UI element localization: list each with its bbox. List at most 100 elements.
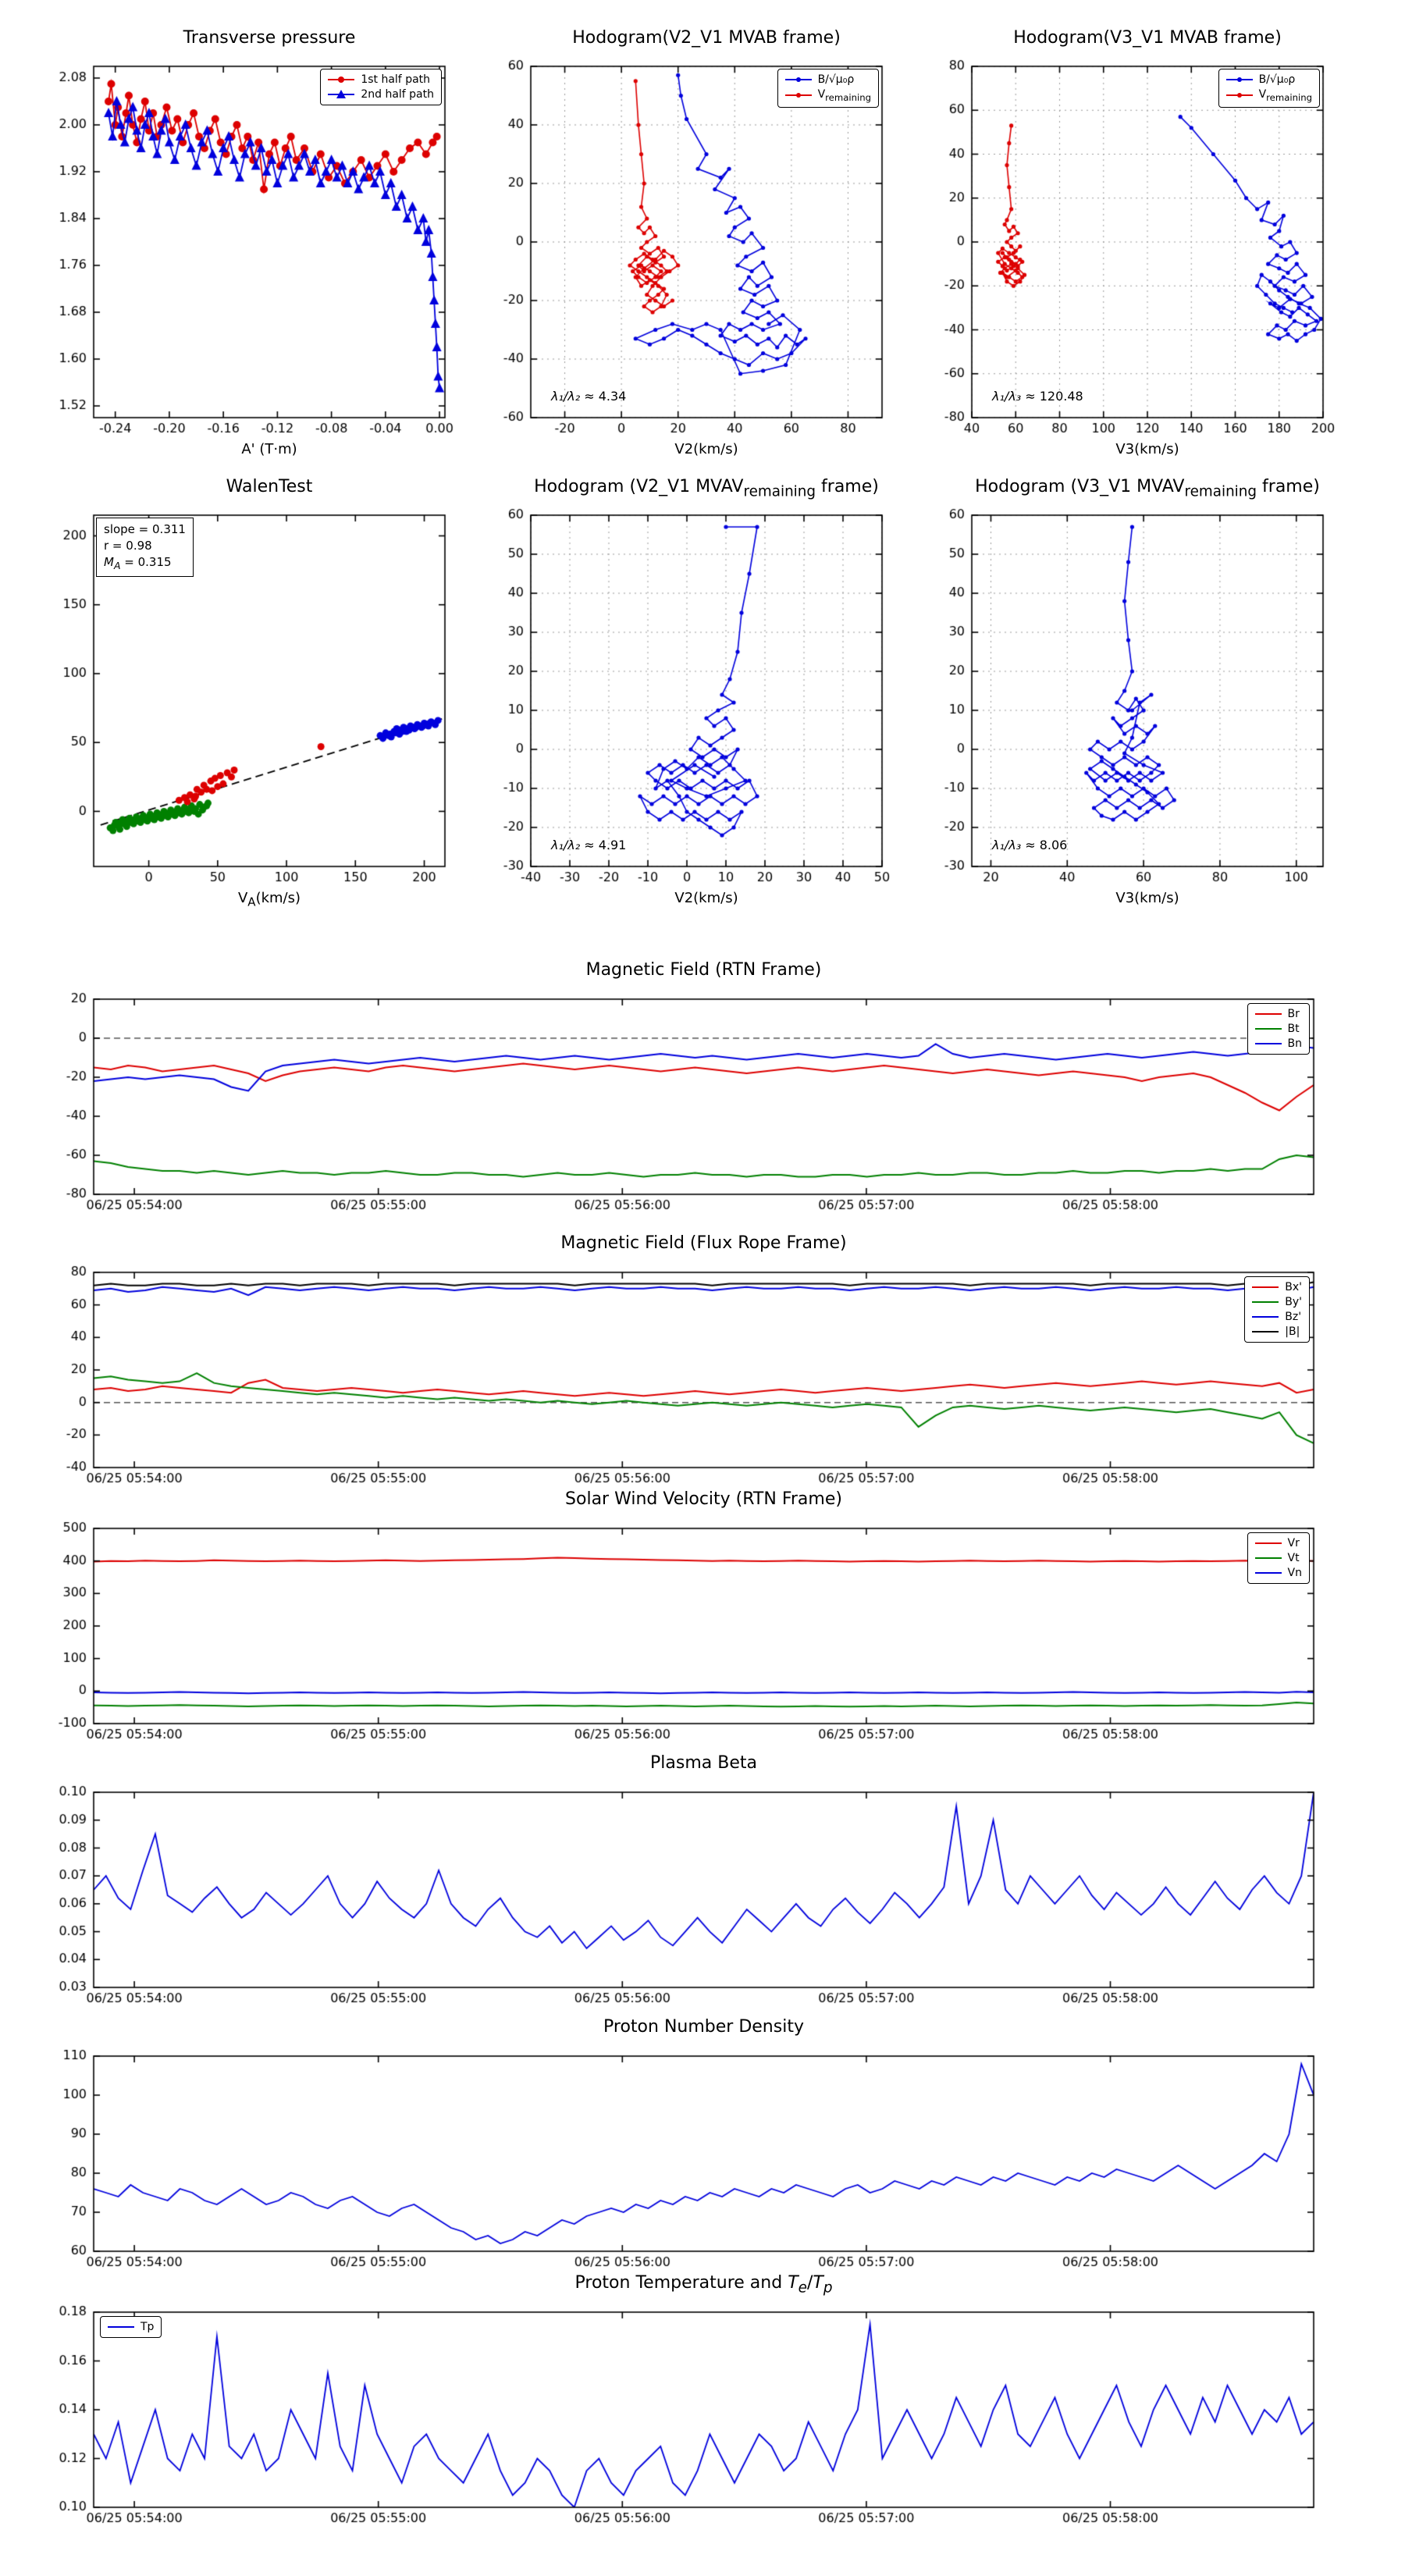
chart-title: Hodogram(V2_V1 MVAB frame) xyxy=(572,28,841,48)
legend-entry: Bz' xyxy=(1252,1311,1302,1323)
legend-label: 2nd half path xyxy=(361,88,434,101)
legend-swatch-icon xyxy=(1254,1538,1282,1549)
legend-entry: Vn xyxy=(1254,1567,1302,1579)
legend-label: Br xyxy=(1287,1008,1300,1020)
panel-hodogram-v2v1-mvav: Hodogram (V2_V1 MVAVremaining frame) V1(… xyxy=(461,472,898,921)
legend-label: Vremaining xyxy=(1258,88,1312,103)
legend-label: B/√μ₀ρ xyxy=(817,73,855,86)
panel-transverse-pressure: Transverse pressure Pt' (nPa) A' (T·m) 1… xyxy=(23,23,461,472)
legend-swatch-icon xyxy=(784,90,812,101)
chart-title: Plasma Beta xyxy=(650,1753,757,1773)
legend-swatch-icon xyxy=(1252,1326,1279,1337)
legend-swatch-icon xyxy=(1252,1297,1279,1308)
legend-entry: B/√μ₀ρ xyxy=(1225,73,1312,86)
legend-swatch-icon xyxy=(108,2322,134,2332)
chart-title: Proton Number Density xyxy=(603,2017,804,2037)
legend-entry: Br xyxy=(1254,1008,1302,1020)
x-axis-label: V2(km/s) xyxy=(674,890,738,906)
legend-label: By' xyxy=(1285,1296,1302,1308)
legend-label: Vn xyxy=(1287,1567,1302,1579)
x-axis-label: V3(km/s) xyxy=(1115,890,1179,906)
legend: Tp xyxy=(100,2316,162,2338)
plasma-beta-plot xyxy=(16,1783,1389,2025)
legend-label: Bt xyxy=(1287,1023,1300,1035)
chart-title: Hodogram (V2_V1 MVAVremaining frame) xyxy=(534,477,879,500)
walen-stats-box: slope = 0.311 r = 0.98 MA = 0.315 xyxy=(96,518,194,577)
legend-entry: Bn xyxy=(1254,1037,1302,1050)
legend-label: Vremaining xyxy=(817,88,871,103)
solar-wind-velocity-plot xyxy=(16,1519,1389,1761)
legend-label: Bn xyxy=(1287,1037,1302,1050)
legend-swatch-icon xyxy=(784,74,812,85)
panel-hodogram-v3v1-mvav: Hodogram (V3_V1 MVAVremaining frame) V1(… xyxy=(902,472,1339,921)
legend-swatch-icon xyxy=(1252,1282,1279,1293)
legend-label: B/√μ₀ρ xyxy=(1258,73,1296,86)
magnetic-field-flux-rope-plot xyxy=(16,1263,1389,1505)
legend-label: Tp xyxy=(140,2321,155,2333)
legend-entry: 2nd half path xyxy=(328,88,434,101)
magnetic-field-rtn-plot xyxy=(16,990,1389,1232)
legend-entry: By' xyxy=(1252,1296,1302,1308)
walen-test-plot xyxy=(23,500,461,921)
panel-solar-wind-velocity: Solar Wind Velocity (RTN Frame) Vsw(km/s… xyxy=(16,1488,1389,1761)
lambda-annotation: λ₁/λ₃ ≈ 8.06 xyxy=(992,838,1068,852)
legend-swatch-icon xyxy=(328,89,355,100)
legend-entry: Tp xyxy=(108,2321,154,2333)
chart-title: Transverse pressure xyxy=(183,28,356,48)
legend-swatch-icon xyxy=(1254,1553,1282,1564)
transverse-pressure-plot xyxy=(23,51,461,472)
chart-title: Magnetic Field (Flux Rope Frame) xyxy=(560,1233,847,1253)
legend: Vr Vt Vn xyxy=(1247,1532,1310,1584)
legend-entry: |B| xyxy=(1252,1325,1302,1338)
hodogram-v2v1-mvav-plot xyxy=(461,500,898,921)
panel-plasma-beta: Plasma Beta βp xyxy=(16,1752,1389,2025)
proton-density-plot xyxy=(16,2047,1389,2289)
legend-swatch-icon xyxy=(328,74,355,85)
legend-swatch-icon xyxy=(1252,1311,1279,1322)
panel-walen-test: WalenTest Vremaining(km/s) VA(km/s) slop… xyxy=(23,472,461,921)
legend-label: Vt xyxy=(1287,1552,1300,1564)
legend: B/√μ₀ρ Vremaining xyxy=(1218,69,1320,108)
legend-label: 1st half path xyxy=(361,73,431,86)
legend: Br Bt Bn xyxy=(1247,1003,1310,1055)
legend-swatch-icon xyxy=(1254,1009,1282,1019)
hodogram-v3v1-mvav-plot xyxy=(902,500,1339,921)
legend-entry: 1st half path xyxy=(328,73,434,86)
lambda-annotation: λ₁/λ₂ ≈ 4.91 xyxy=(551,838,627,852)
legend-swatch-icon xyxy=(1254,1038,1282,1049)
chart-title: WalenTest xyxy=(226,477,313,496)
legend: B/√μ₀ρ Vremaining xyxy=(777,69,879,108)
lambda-annotation: λ₁/λ₂ ≈ 4.34 xyxy=(551,389,627,404)
panel-proton-temperature: Proton Temperature and Te/Tp Tp(10⁶K) Tp xyxy=(16,2272,1389,2545)
panel-proton-density: Proton Number Density Np(#/cc) xyxy=(16,2016,1389,2289)
legend-label: Vr xyxy=(1287,1537,1300,1550)
legend-entry: Vr xyxy=(1254,1537,1302,1550)
panel-hodogram-v3v1-mvab: Hodogram(V3_V1 MVAB frame) V1(km/s) V3(k… xyxy=(902,23,1339,472)
hodogram-v3v1-mvab-plot xyxy=(902,51,1339,472)
chart-title: Magnetic Field (RTN Frame) xyxy=(585,960,822,980)
legend-label: Bx' xyxy=(1285,1281,1302,1293)
legend-swatch-icon xyxy=(1254,1023,1282,1034)
legend-label: Bz' xyxy=(1285,1311,1302,1323)
proton-temperature-plot xyxy=(16,2303,1389,2545)
legend-label: |B| xyxy=(1285,1325,1300,1338)
chart-title: Hodogram (V3_V1 MVAVremaining frame) xyxy=(975,477,1320,500)
legend-entry: Vremaining xyxy=(1225,88,1312,103)
legend-entry: Bx' xyxy=(1252,1281,1302,1293)
hodogram-v2v1-mvab-plot xyxy=(461,51,898,472)
legend-swatch-icon xyxy=(1225,74,1253,85)
legend-entry: Vremaining xyxy=(784,88,871,103)
panel-magnetic-field-flux-rope: Magnetic Field (Flux Rope Frame) B(nT) B… xyxy=(16,1232,1389,1505)
x-axis-label: V3(km/s) xyxy=(1115,441,1179,457)
legend-entry: Bt xyxy=(1254,1023,1302,1035)
legend: Bx' By' Bz' |B| xyxy=(1244,1276,1310,1343)
x-axis-label: A' (T·m) xyxy=(241,441,297,457)
chart-title: Solar Wind Velocity (RTN Frame) xyxy=(565,1489,842,1509)
legend-entry: B/√μ₀ρ xyxy=(784,73,871,86)
x-axis-label: VA(km/s) xyxy=(237,890,301,909)
lambda-annotation: λ₁/λ₃ ≈ 120.48 xyxy=(992,389,1083,404)
chart-title: Hodogram(V3_V1 MVAB frame) xyxy=(1013,28,1282,48)
legend-swatch-icon xyxy=(1225,90,1253,101)
